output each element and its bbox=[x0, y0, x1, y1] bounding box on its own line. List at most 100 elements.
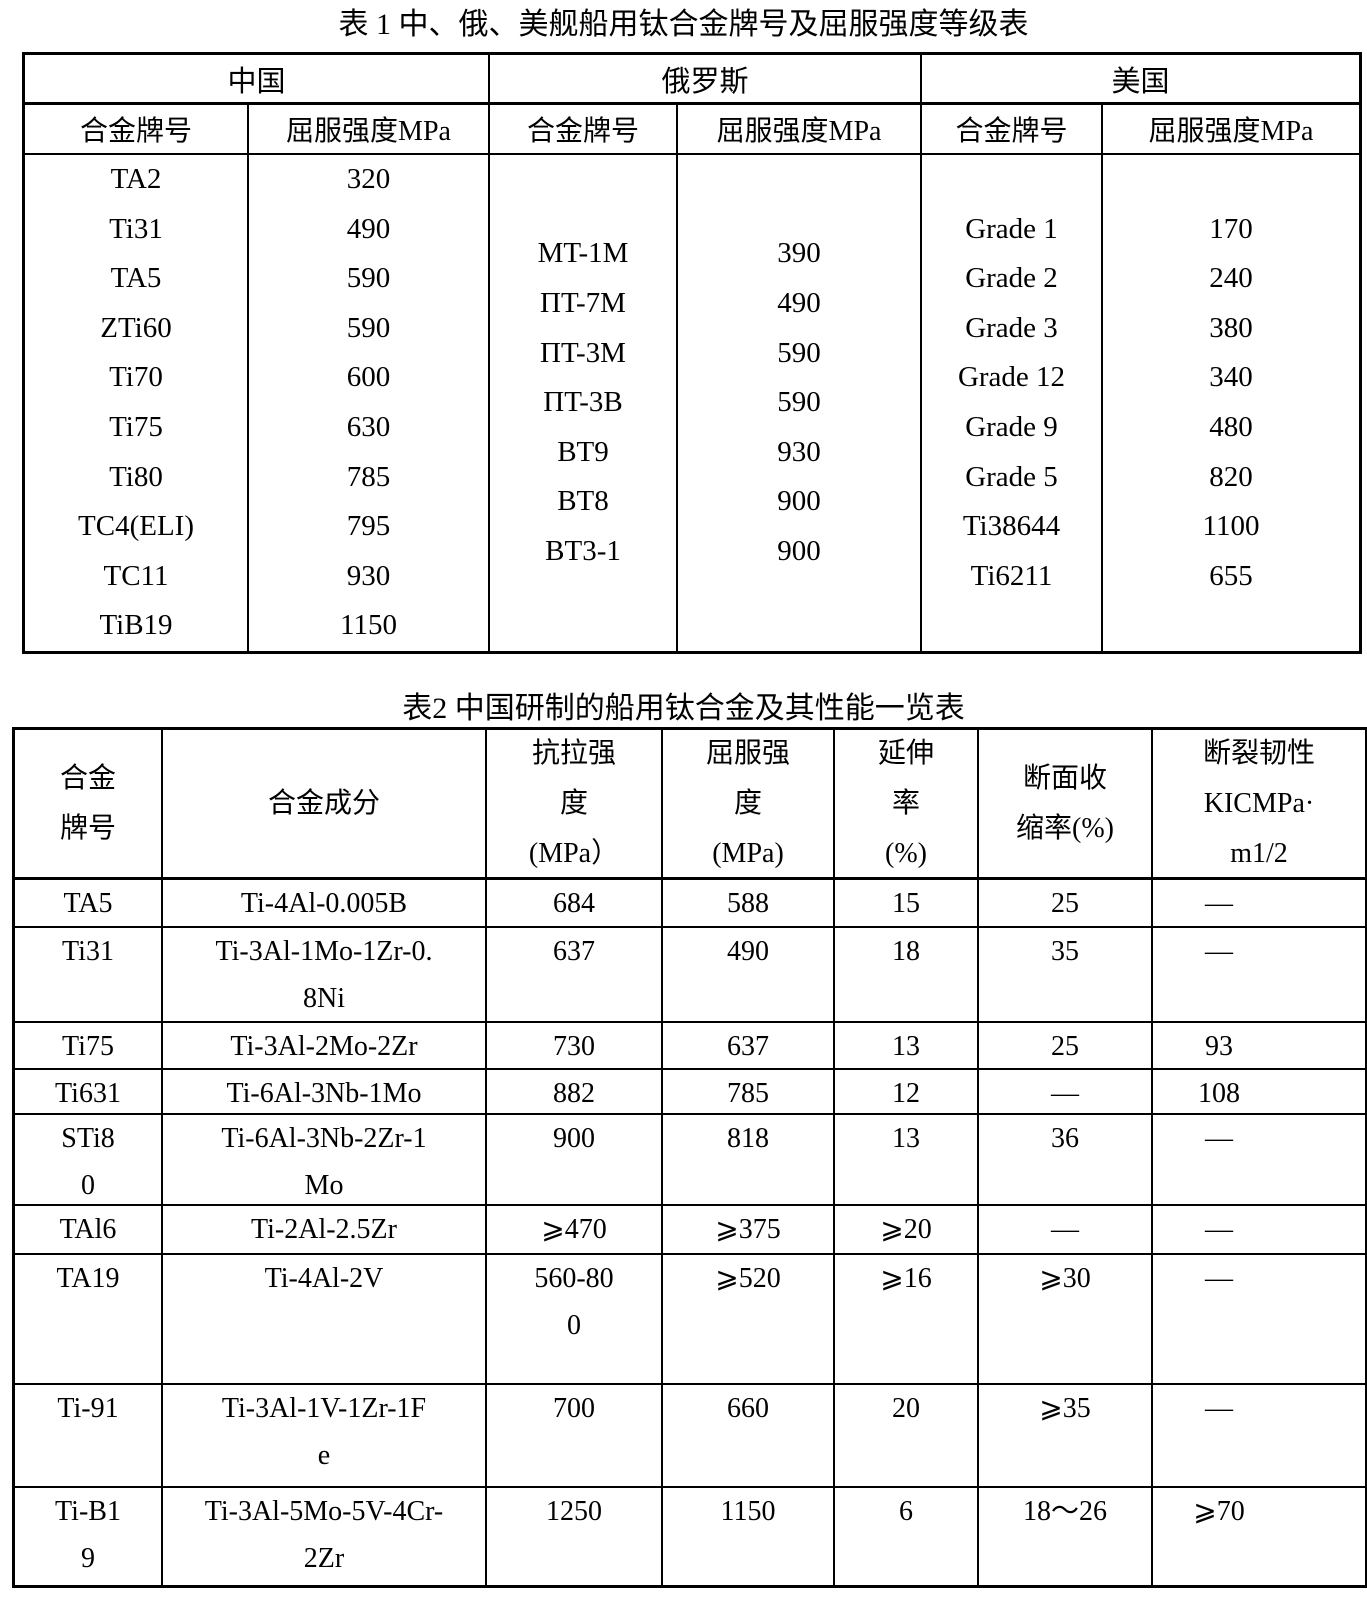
table2-row-2-cell-4: 13 bbox=[835, 1023, 979, 1070]
table2-row-1-cell-3: 490 bbox=[663, 928, 835, 1023]
alloy-grade: TC11 bbox=[103, 559, 169, 592]
alloy-grade: BT9 bbox=[557, 435, 609, 468]
table2-row-6-cell-6: — bbox=[1153, 1255, 1365, 1385]
table2-row-0-cell-4: 15 bbox=[835, 880, 979, 928]
table2-row-3-cell-4: 12 bbox=[835, 1070, 979, 1115]
alloy-grade: ZTi60 bbox=[100, 311, 172, 344]
table2-row-7-cell-0: Ti-91 bbox=[15, 1385, 163, 1488]
alloy-grade: Ti80 bbox=[109, 460, 163, 493]
yield-strength-value: 630 bbox=[346, 411, 391, 443]
alloy-grade: TA5 bbox=[110, 262, 162, 295]
alloy-grade: Grade 1 bbox=[965, 212, 1058, 245]
table2-header-reduction-of-area: 断面收 缩率(%) bbox=[979, 730, 1153, 880]
table2-row-2-cell-3: 637 bbox=[663, 1023, 835, 1070]
table2-row-7-cell-4: 20 bbox=[835, 1385, 979, 1488]
table2-row-5-cell-2: ⩾470 bbox=[487, 1206, 663, 1255]
alloy-grade: TA2 bbox=[110, 163, 162, 196]
table2-row-8-cell-5: 18～26 bbox=[979, 1488, 1153, 1585]
yield-strength-value: 600 bbox=[346, 361, 391, 394]
table2-row-0-cell-0: TA5 bbox=[15, 880, 163, 928]
table2-header-elongation: 延伸 率 (%) bbox=[835, 730, 979, 880]
alloy-grade: Grade 9 bbox=[965, 411, 1058, 443]
alloy-grade: Ti75 bbox=[109, 411, 163, 443]
alloy-grade: Ti70 bbox=[109, 361, 163, 394]
yield-strength-value: 930 bbox=[777, 435, 821, 468]
table2-header-alloy-grade: 合金 牌号 bbox=[15, 730, 163, 880]
table1-body-china-yields: 320 490 590 590 600 630 785 795 930 1150 bbox=[249, 155, 490, 651]
table1-header-yield-china: 屈服强度MPa bbox=[249, 105, 490, 155]
alloy-grade: Grade 2 bbox=[965, 262, 1058, 295]
table2-row-2-cell-0: Ti75 bbox=[15, 1023, 163, 1070]
table2-row-6-cell-3: ⩾520 bbox=[663, 1255, 835, 1385]
table2-row-0-cell-3: 588 bbox=[663, 880, 835, 928]
table1-title: 表 1 中、俄、美舰船用钛合金牌号及屈服强度等级表 bbox=[338, 8, 1029, 41]
table2-row-2-cell-5: 25 bbox=[979, 1023, 1153, 1070]
table1-body-usa-yields: 170 240 380 340 480 820 1100 655 bbox=[1103, 155, 1359, 651]
alloy-grade: ПT-3B bbox=[543, 386, 623, 419]
alloy-grade: Grade 3 bbox=[965, 311, 1058, 344]
table2-header-composition: 合金成分 bbox=[163, 730, 487, 880]
table2-row-1-cell-5: 35 bbox=[979, 928, 1153, 1023]
table2-row-6-cell-5: ⩾30 bbox=[979, 1255, 1153, 1385]
table1: 中国 俄罗斯 美国 合金牌号 屈服强度MPa 合金牌号 屈服强度MPa 合金牌号… bbox=[22, 52, 1362, 654]
yield-strength-value: 380 bbox=[1209, 311, 1253, 344]
yield-strength-value: 490 bbox=[346, 212, 391, 245]
table2-row-0-cell-6: — bbox=[1153, 880, 1365, 928]
alloy-grade: BT8 bbox=[557, 485, 609, 518]
yield-strength-value: 170 bbox=[1209, 212, 1253, 245]
table2-row-4-cell-5: 36 bbox=[979, 1115, 1153, 1206]
table2-row-4-cell-1: Ti-6Al-3Nb-2Zr-1 Mo bbox=[163, 1115, 487, 1206]
table1-body-russia-alloys: MT-1M ПT-7M ПT-3M ПT-3B BT9 BT8 BT3-1 bbox=[490, 155, 678, 651]
table2-row-3-cell-2: 882 bbox=[487, 1070, 663, 1115]
table1-header-alloy-russia: 合金牌号 bbox=[490, 105, 678, 155]
alloy-grade: Ti38644 bbox=[962, 510, 1061, 543]
yield-strength-value: 590 bbox=[346, 311, 391, 344]
table2-row-6-cell-2: 560-80 0 bbox=[487, 1255, 663, 1385]
table2-title: 表2 中国研制的船用钛合金及其性能一览表 bbox=[402, 692, 965, 725]
table2-row-8-cell-1: Ti-3Al-5Mo-5V-4Cr- 2Zr bbox=[163, 1488, 487, 1585]
table1-header-alloy-china: 合金牌号 bbox=[25, 105, 249, 155]
yield-strength-value: 480 bbox=[1209, 411, 1253, 443]
table2-row-8-cell-0: Ti-B1 9 bbox=[15, 1488, 163, 1585]
table2-row-6-cell-1: Ti-4Al-2V bbox=[163, 1255, 487, 1385]
table1-country-russia: 俄罗斯 bbox=[490, 55, 922, 105]
table2-row-1-cell-4: 18 bbox=[835, 928, 979, 1023]
table2-row-2-cell-1: Ti-3Al-2Mo-2Zr bbox=[163, 1023, 487, 1070]
table2-row-1-cell-6: — bbox=[1153, 928, 1365, 1023]
table1-header-alloy-usa: 合金牌号 bbox=[922, 105, 1103, 155]
table2-row-1-cell-0: Ti31 bbox=[15, 928, 163, 1023]
alloy-grade: TiB19 bbox=[99, 609, 173, 642]
alloy-grade: Grade 12 bbox=[957, 361, 1066, 394]
table2-row-2-cell-6: 93 bbox=[1153, 1023, 1365, 1070]
yield-strength-value: 1150 bbox=[340, 609, 397, 642]
yield-strength-value: 590 bbox=[777, 336, 821, 369]
table2-row-5-cell-1: Ti-2Al-2.5Zr bbox=[163, 1206, 487, 1255]
table2-row-6-cell-4: ⩾16 bbox=[835, 1255, 979, 1385]
table2-row-5-cell-3: ⩾375 bbox=[663, 1206, 835, 1255]
table2-row-5-cell-4: ⩾20 bbox=[835, 1206, 979, 1255]
yield-strength-value: 655 bbox=[1209, 559, 1253, 592]
yield-strength-value: 590 bbox=[346, 262, 391, 295]
table2-row-8-cell-3: 1150 bbox=[663, 1488, 835, 1585]
alloy-grade: BT3-1 bbox=[545, 534, 621, 567]
table2-row-8-cell-4: 6 bbox=[835, 1488, 979, 1585]
table2-row-5-cell-5: — bbox=[979, 1206, 1153, 1255]
table2-row-3-cell-0: Ti631 bbox=[15, 1070, 163, 1115]
yield-strength-value: 340 bbox=[1209, 361, 1253, 394]
table2-row-2-cell-2: 730 bbox=[487, 1023, 663, 1070]
table2-row-5-cell-6: — bbox=[1153, 1206, 1365, 1255]
table2-row-4-cell-2: 900 bbox=[487, 1115, 663, 1206]
table2-row-6-cell-0: TA19 bbox=[15, 1255, 163, 1385]
table2-row-8-cell-2: 1250 bbox=[487, 1488, 663, 1585]
yield-strength-value: 240 bbox=[1209, 262, 1253, 295]
table2-row-7-cell-1: Ti-3Al-1V-1Zr-1F e bbox=[163, 1385, 487, 1488]
table1-body-usa-alloys: Grade 1 Grade 2 Grade 3 Grade 12 Grade 9 Grad… bbox=[922, 155, 1103, 651]
table2-row-0-cell-2: 684 bbox=[487, 880, 663, 928]
alloy-grade: MT-1M bbox=[537, 237, 629, 270]
alloy-grade: Ti6211 bbox=[970, 559, 1053, 592]
table1-country-usa: 美国 bbox=[922, 55, 1359, 105]
table2-row-3-cell-3: 785 bbox=[663, 1070, 835, 1115]
alloy-grade: ПT-7M bbox=[540, 287, 626, 320]
yield-strength-value: 1100 bbox=[1202, 510, 1260, 543]
alloy-grade: Ti31 bbox=[109, 212, 163, 245]
